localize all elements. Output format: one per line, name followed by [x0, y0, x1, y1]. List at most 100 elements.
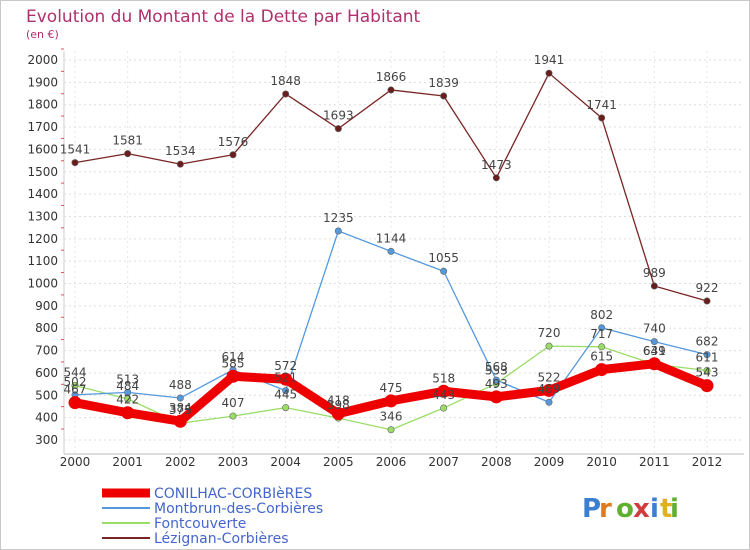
- series-2-point-3: [229, 412, 237, 420]
- series-1-point-1: [124, 388, 132, 396]
- series-1-label-8: 568: [485, 360, 508, 374]
- logo-letter-1: r: [599, 494, 612, 524]
- series-3-label-11: 989: [643, 266, 666, 280]
- series-3-label-0: 1541: [60, 143, 91, 157]
- series-2-label-9: 720: [538, 326, 561, 340]
- series-1-label-3: 614: [222, 350, 245, 364]
- y-tick-label-900: 900: [35, 299, 58, 313]
- series-1-point-5: [334, 227, 342, 235]
- series-3-label-7: 1839: [428, 76, 459, 90]
- series-3-point-10: [598, 114, 606, 122]
- y-tick-label-800: 800: [35, 321, 58, 335]
- series-1-point-10: [598, 324, 606, 332]
- series-0-label-9: 522: [538, 370, 561, 384]
- x-tick-label-2011: 2011: [639, 455, 670, 469]
- series-3-point-11: [650, 282, 658, 290]
- series-1-label-2: 488: [169, 378, 192, 392]
- series-2-label-6: 346: [380, 410, 403, 424]
- series-1-label-9: 469: [538, 382, 561, 396]
- y-tick-label-1900: 1900: [27, 75, 58, 89]
- series-2-label-10: 717: [590, 327, 613, 341]
- series-0-label-11: 641: [643, 344, 666, 358]
- series-0-label-0: 467: [64, 383, 87, 397]
- series-1-point-2: [176, 394, 184, 402]
- series-0-label-3: 585: [222, 356, 245, 370]
- y-tick-label-300: 300: [35, 433, 58, 447]
- series-3-label-8: 1473: [481, 158, 512, 172]
- series-3-point-6: [387, 86, 395, 94]
- logo-letter-2: o: [616, 494, 634, 524]
- legend-label-1: Montbrun-des-Corbières: [154, 501, 323, 517]
- series-3-label-12: 922: [696, 281, 719, 295]
- series-3-label-1: 1581: [112, 134, 143, 148]
- plot-area: [63, 51, 744, 455]
- legend: CONILHAC-CORBIèRESMontbrun-des-Corbières…: [102, 486, 323, 547]
- series-1-point-4: [282, 387, 290, 395]
- series-0-label-6: 475: [380, 381, 403, 395]
- logo-letter-4: i: [650, 494, 659, 524]
- series-3-point-7: [440, 92, 448, 100]
- series-group: [68, 69, 714, 434]
- series-2-label-1: 484: [116, 379, 139, 393]
- grid-lines: [64, 51, 744, 454]
- legend-label-0: CONILHAC-CORBIèRES: [154, 486, 312, 502]
- logo-letter-5: t: [660, 494, 672, 524]
- series-3-label-2: 1534: [165, 144, 196, 158]
- x-tick-label-2004: 2004: [270, 455, 301, 469]
- logo-letter-3: x: [633, 494, 650, 524]
- y-tick-label-1700: 1700: [27, 120, 58, 134]
- plot-background: [64, 51, 744, 454]
- x-tick-label-2010: 2010: [586, 455, 617, 469]
- legend-label-3: Lézignan-Corbières: [154, 531, 289, 547]
- y-tick-label-700: 700: [35, 344, 58, 358]
- series-0-point-11: [647, 357, 661, 371]
- series-1-label-5: 1235: [323, 211, 354, 225]
- series-0-label-4: 572: [274, 359, 297, 373]
- y-tick-label-600: 600: [35, 366, 58, 380]
- series-2-point-12: [703, 366, 711, 374]
- series-3-label-10: 1741: [586, 98, 617, 112]
- series-1-label-7: 1055: [428, 251, 459, 265]
- series-3-point-5: [334, 125, 342, 133]
- x-axis: 2000 2001 2002 2003 2004 2005 2006 2007 2008 2009…: [60, 455, 723, 469]
- series-1-label-0: 502: [64, 375, 87, 389]
- series-3-label-3: 1576: [218, 135, 249, 149]
- legend-label-2: Fontcouverte: [154, 516, 246, 532]
- x-tick-label-2008: 2008: [481, 455, 512, 469]
- series-2-label-5: 398: [327, 398, 350, 412]
- series-2-label-11: 639: [643, 344, 666, 358]
- y-tick-label-1500: 1500: [27, 165, 58, 179]
- series-2-point-0: [71, 381, 79, 389]
- series-0-point-10: [595, 363, 609, 377]
- y-tick-label-1300: 1300: [27, 209, 58, 223]
- series-1-label-10: 802: [590, 308, 613, 322]
- series-0-point-0: [68, 396, 82, 410]
- series-0-point-2: [173, 414, 187, 428]
- series-2-point-4: [282, 404, 290, 412]
- series-2-label-12: 611: [696, 350, 719, 364]
- series-2-point-9: [545, 342, 553, 350]
- series-0-label-12: 543: [696, 366, 719, 380]
- series-0-label-8: 493: [485, 377, 508, 391]
- series-2-label-3: 407: [222, 396, 245, 410]
- series-0-point-7: [437, 384, 451, 398]
- series-0-point-12: [700, 379, 714, 393]
- series-0-label-1: 422: [116, 393, 139, 407]
- series-1-point-11: [650, 338, 658, 346]
- series-1-point-8: [492, 376, 500, 384]
- x-tick-label-2001: 2001: [112, 455, 143, 469]
- series-2-label-8: 553: [485, 363, 508, 377]
- series-1-label-1: 513: [116, 372, 139, 386]
- series-2-label-0: 544: [64, 365, 87, 379]
- y-tick-label-1000: 1000: [27, 277, 58, 291]
- proxiti-logo: Pr o x i ti: [582, 494, 679, 524]
- x-tick-label-2003: 2003: [218, 455, 249, 469]
- data-labels: 1541 1581 1534 1576 1848 1693 1866 1839 1473 1941…: [60, 53, 719, 424]
- x-tick-label-2007: 2007: [428, 455, 459, 469]
- y-tick-label-500: 500: [35, 388, 58, 402]
- series-1-point-7: [440, 267, 448, 275]
- series-2-point-6: [387, 426, 395, 434]
- x-tick-label-2012: 2012: [692, 455, 723, 469]
- x-tick-label-2002: 2002: [165, 455, 196, 469]
